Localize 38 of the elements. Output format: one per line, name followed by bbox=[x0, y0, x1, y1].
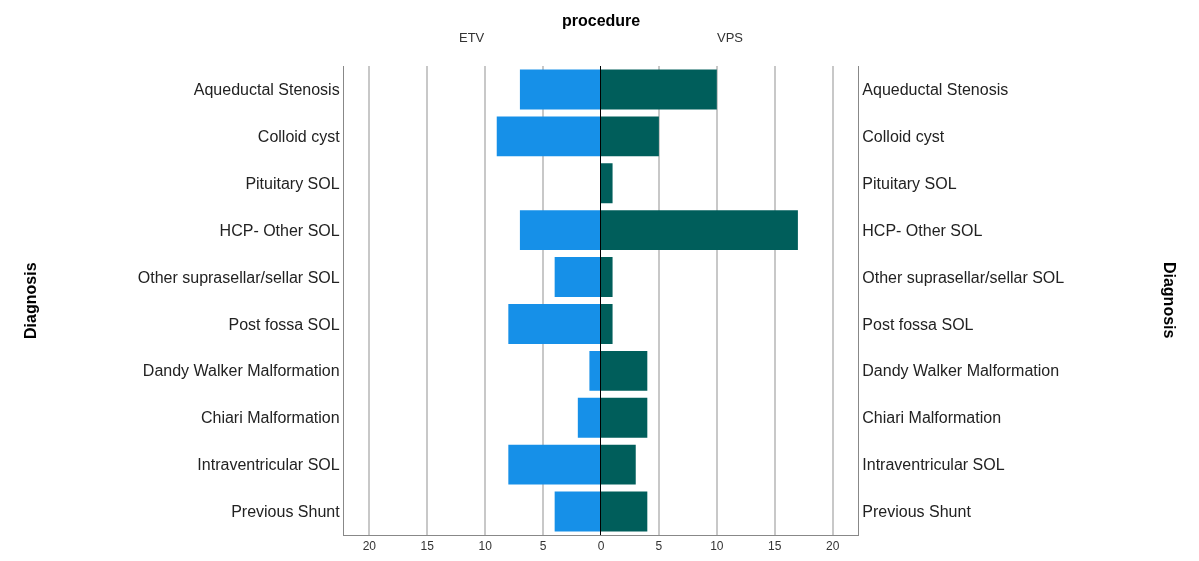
text: ETV bbox=[459, 30, 485, 45]
x-tick-label: 10 bbox=[478, 539, 493, 554]
chart-title: procedure bbox=[562, 12, 641, 29]
y-tick-label: Previous Shunt bbox=[862, 503, 972, 521]
y-tick-label: Other suprasellar/sellar SOL bbox=[862, 268, 1065, 286]
x-tick-label: 20 bbox=[825, 539, 840, 554]
y-tick-label: Other suprasellar/sellar SOL bbox=[137, 268, 340, 286]
y-tick-label: Aqueductal Stenosis bbox=[193, 81, 340, 99]
y-tick-label: Previous Shunt bbox=[231, 503, 341, 521]
x-tick-label: 5 bbox=[655, 539, 663, 554]
y-tick-label: Colloid cyst bbox=[257, 127, 341, 145]
bar bbox=[600, 304, 613, 344]
y-tick-label: Intraventricular SOL bbox=[862, 456, 1005, 474]
y-axis-title: Diagnosis bbox=[21, 262, 39, 339]
x-tick-label: 15 bbox=[420, 539, 435, 554]
x-tick-label: 5 bbox=[539, 539, 547, 554]
y-tick-label: Post fossa SOL bbox=[228, 315, 340, 333]
x-tick-label: 20 bbox=[362, 539, 377, 554]
y-tick-label: Dandy Walker Malformation bbox=[862, 362, 1060, 380]
y-tick-label: Chiari Malformation bbox=[200, 409, 340, 427]
y-tick-label: Intraventricular SOL bbox=[197, 456, 340, 474]
y-tick-label: Colloid cyst bbox=[862, 127, 945, 145]
y-tick-label: Chiari Malformation bbox=[862, 409, 1002, 427]
bar bbox=[600, 163, 613, 204]
bar bbox=[600, 257, 613, 297]
y-tick-label: Pituitary SOL bbox=[245, 174, 340, 192]
bar bbox=[589, 350, 601, 391]
x-tick-label: 0 bbox=[597, 539, 605, 554]
y-tick-label: HCP- Other SOL bbox=[862, 221, 983, 239]
y-tick-label: Pituitary SOL bbox=[862, 174, 957, 192]
y-tick-label: HCP- Other SOL bbox=[219, 221, 340, 239]
series-label: VPS bbox=[717, 30, 744, 45]
y-tick-label: Post fossa SOL bbox=[862, 315, 974, 333]
y-axis-title: Diagnosis bbox=[1161, 261, 1179, 339]
y-tick-label: Dandy Walker Malformation bbox=[142, 362, 340, 380]
y-tick-label: Aqueductal Stenosis bbox=[862, 81, 1009, 99]
x-tick-label: 10 bbox=[710, 539, 724, 554]
x-tick-label: 15 bbox=[768, 539, 782, 554]
